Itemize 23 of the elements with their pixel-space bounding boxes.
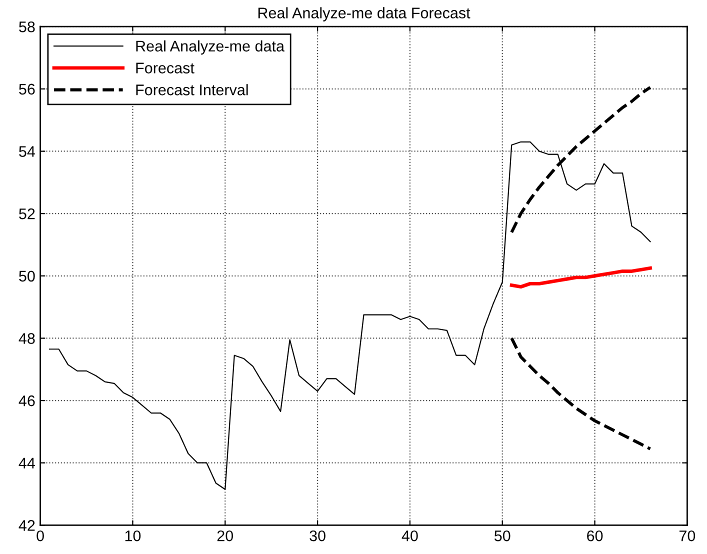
x-tick-label: 10 [125,530,141,542]
y-tick-label: 56 [19,84,35,95]
y-tick-label: 58 [19,21,35,32]
y-tick-label: 50 [19,270,35,282]
y-tick-label: 42 [18,520,35,531]
y-tick-label: 46 [18,395,35,406]
y-tick-label: 52 [19,208,35,220]
y-tick-label: 54 [19,146,35,157]
x-tick-label: 60 [587,530,603,542]
x-tick-label: 40 [402,530,418,542]
chart-title: Real Analyze-me data Forecast [258,7,470,22]
x-tick-label: 0 [36,530,44,542]
legend-label: Real Analyze-me data [136,40,284,55]
y-tick-label: 44 [18,458,35,468]
legend-label: Forecast Interval [136,84,248,96]
y-tick-label: 48 [18,333,35,344]
line-series [510,266,652,289]
x-tick-label: 50 [494,530,510,542]
x-tick-label: 30 [310,530,326,542]
x-tick-label: 20 [217,530,234,542]
x-tick-label: 70 [679,530,696,542]
legend-label: Forecast [136,62,194,74]
line-series [510,336,652,450]
